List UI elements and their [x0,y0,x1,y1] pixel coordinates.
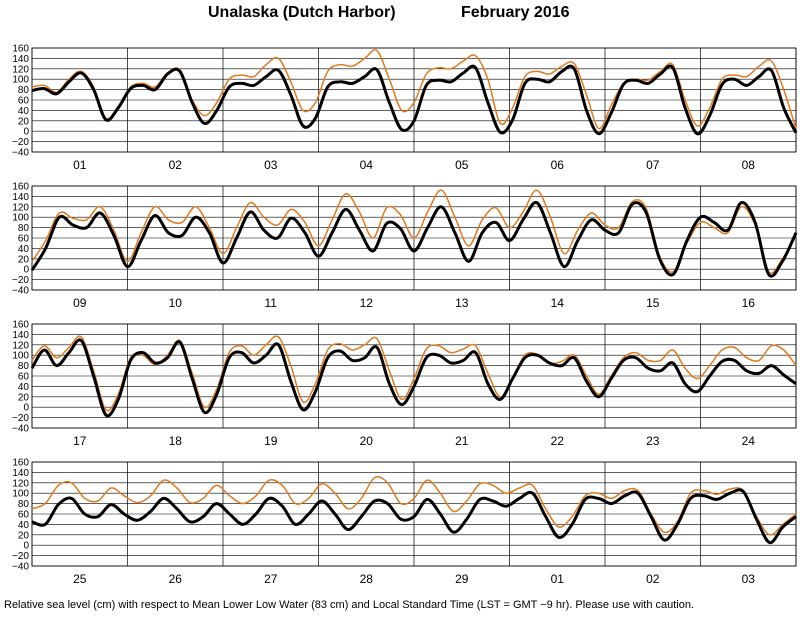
y-tick-label: −20 [12,551,29,562]
y-tick-label: 40 [18,520,30,531]
day-label: 27 [264,572,278,586]
y-tick-label: 20 [18,116,30,127]
y-tick-label: −40 [12,286,29,297]
y-tick-label: 160 [12,458,29,469]
day-label: 11 [265,296,278,310]
day-label: 15 [646,296,660,310]
day-label: 19 [264,434,278,448]
day-label: 17 [73,434,87,448]
y-tick-label: −40 [12,424,29,435]
panel-frame [31,47,797,153]
day-label: 01 [73,158,87,172]
day-label: 28 [360,572,374,586]
y-tick-label: 100 [12,351,29,362]
day-label: 09 [73,296,87,310]
month-title: February 2016 [461,4,570,21]
day-label: 20 [360,434,374,448]
day-label: 12 [360,296,374,310]
chart-title: Unalaska (Dutch Harbor) February 2016 [0,2,800,28]
y-tick-label: −20 [12,413,29,424]
station-title: Unalaska (Dutch Harbor) [208,4,396,21]
y-tick-label: 40 [18,382,30,393]
y-tick-label: 20 [18,530,30,541]
y-tick-label: 160 [12,320,29,331]
day-label: 16 [742,296,756,310]
day-label: 07 [646,158,660,172]
day-label: 05 [455,158,469,172]
day-label: 21 [455,434,469,448]
y-tick-label: 120 [12,340,29,351]
day-label: 08 [742,158,756,172]
observed-series-line [31,488,797,545]
y-tick-label: 0 [23,265,29,276]
y-tick-label: −40 [12,148,29,159]
chart-footnote: Relative sea level (cm) with respect to … [4,599,695,611]
day-label: 23 [646,434,660,448]
day-label: 26 [169,572,183,586]
y-tick-label: 140 [12,330,29,341]
y-tick-label: 100 [12,213,29,224]
y-tick-label: 80 [18,361,30,372]
y-tick-label: 80 [18,499,30,510]
y-tick-label: 80 [18,223,30,234]
y-tick-label: 40 [18,106,30,117]
observed-series-line [31,64,798,136]
day-label: 02 [646,572,660,586]
y-tick-label: 0 [23,541,29,552]
day-label: 13 [455,296,469,310]
y-tick-label: 120 [12,202,29,213]
y-tick-label: 20 [18,392,30,403]
y-tick-label: −40 [12,562,29,573]
y-tick-label: 0 [23,403,29,414]
day-label: 03 [264,158,278,172]
predicted-series-line [31,189,797,274]
day-label: 18 [169,434,183,448]
y-tick-label: 60 [18,372,30,383]
y-tick-label: 140 [12,54,29,65]
day-label: 25 [73,572,87,586]
y-tick-label: 120 [12,64,29,75]
y-tick-label: 0 [23,127,29,138]
day-label: 24 [742,434,756,448]
y-tick-label: 60 [18,96,30,107]
day-label: 14 [551,296,565,310]
panel-frame [31,323,797,429]
observed-series-line [30,338,797,418]
day-label: 29 [455,572,469,586]
panel-frame [31,185,797,291]
day-label: 10 [169,296,183,310]
day-label: 02 [169,158,183,172]
y-tick-label: 100 [12,75,29,86]
y-tick-label: 100 [12,489,29,500]
y-tick-label: 80 [18,85,30,96]
y-tick-label: −20 [12,137,29,148]
day-label: 03 [742,572,756,586]
y-tick-label: 20 [18,254,30,265]
observed-series-line [30,200,798,278]
y-tick-label: 160 [12,44,29,55]
y-tick-label: 160 [12,182,29,193]
y-tick-label: 60 [18,510,30,521]
y-tick-label: 140 [12,192,29,203]
day-label: 06 [551,158,565,172]
y-tick-label: 140 [12,468,29,479]
y-tick-label: 60 [18,234,30,245]
day-label: 22 [551,434,565,448]
y-tick-label: 120 [12,478,29,489]
day-label: 04 [360,158,374,172]
day-label: 01 [551,572,565,586]
y-tick-label: 40 [18,244,30,255]
y-tick-label: −20 [12,275,29,286]
predicted-series-line [31,475,797,536]
